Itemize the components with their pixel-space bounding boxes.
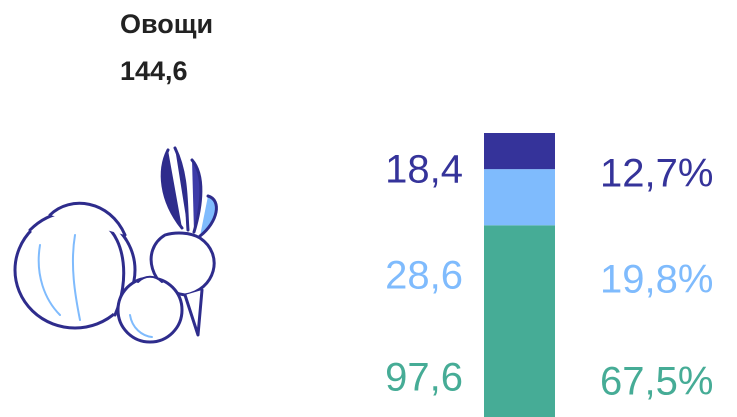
value-label: 18,4 — [385, 148, 463, 192]
value-label: 28,6 — [385, 254, 463, 298]
bar-segment — [484, 169, 555, 226]
share-label: 12,7% — [600, 152, 713, 196]
bar-segment — [484, 133, 555, 170]
chart-title: Овощи — [120, 9, 213, 39]
share-label: 67,5% — [600, 360, 713, 404]
value-label: 97,6 — [385, 356, 463, 400]
chart-total: 144,6 — [120, 56, 188, 86]
bar-segment — [484, 225, 555, 417]
vegetables-icon — [13, 146, 218, 344]
share-label: 19,8% — [600, 258, 713, 302]
